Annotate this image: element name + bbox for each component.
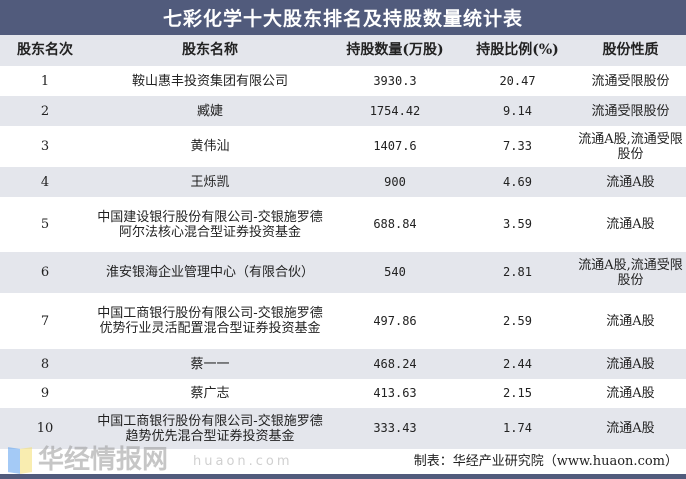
cell-ratio: 3.59 — [503, 217, 532, 231]
cell-ratio: 4.69 — [503, 174, 532, 189]
cell-rank: 10 — [36, 421, 54, 436]
cell-type: 流通A股,流通受限股份 — [578, 131, 683, 162]
table-row: 4 王烁凯 900 4.69 流通A股 — [0, 167, 686, 197]
cell-name: 蔡广志 — [190, 386, 230, 401]
header-row: 股东名次 股东名称 持股数量(万股) 持股比例(%) 股份性质 — [0, 35, 686, 66]
cell-type: 流通A股 — [606, 386, 655, 401]
cell-name: 臧婕 — [196, 103, 223, 119]
cell-rank: 1 — [40, 73, 50, 89]
cell-rank: 5 — [40, 217, 50, 232]
cell-type: 流通受限股份 — [591, 73, 670, 89]
cell-rank: 7 — [40, 313, 50, 329]
cell-shares: 468.24 — [373, 356, 417, 371]
cell-type: 流通受限股份 — [591, 103, 670, 119]
cell-type: 流通A股 — [606, 356, 655, 372]
cell-rank: 2 — [40, 103, 50, 119]
header-shares: 持股数量(万股) — [346, 42, 444, 58]
cell-shares: 333.43 — [373, 421, 417, 435]
cell-rank: 3 — [40, 139, 50, 154]
cell-type: 流通A股 — [606, 421, 655, 436]
cell-rank: 9 — [40, 386, 50, 401]
cell-type: 流通A股 — [606, 313, 655, 329]
cell-rank: 4 — [40, 174, 50, 190]
cell-ratio: 2.59 — [503, 313, 532, 328]
cell-shares: 497.86 — [373, 313, 417, 328]
table-row: 6 淮安银海企业管理中心（有限合伙） 540 2.81 流通A股,流通受限股份 — [0, 252, 686, 293]
cell-name: 王烁凯 — [190, 174, 230, 190]
cell-ratio: 2.44 — [503, 356, 532, 371]
table-row: 5 中国建设银行股份有限公司-交银施罗德阿尔法核心混合型证券投资基金 688.84 3… — [0, 197, 686, 252]
cell-rank: 8 — [40, 356, 50, 372]
cell-type: 流通A股 — [606, 174, 655, 190]
cell-name: 蔡一一 — [190, 356, 230, 372]
cell-type: 流通A股,流通受限股份 — [578, 257, 683, 288]
watermark-url: huaon.com — [193, 454, 293, 469]
table-row: 1 鞍山惠丰投资集团有限公司 3930.3 20.47 流通受限股份 — [0, 66, 686, 96]
header-name: 股东名称 — [182, 42, 238, 58]
cell-shares: 1754.42 — [369, 103, 421, 118]
cell-shares: 540 — [384, 265, 406, 279]
cell-shares: 1407.6 — [373, 139, 417, 153]
cell-ratio: 20.47 — [499, 73, 536, 88]
cell-name: 黄伟汕 — [190, 139, 230, 154]
watermark-logo: 华经情报网 huaon.com — [8, 447, 308, 474]
cell-name: 中国工商银行股份有限公司-交银施罗德优势行业灵活配置混合型证券投资基金 — [97, 306, 323, 336]
table-row: 3 黄伟汕 1407.6 7.33 流通A股,流通受限股份 — [0, 126, 686, 167]
table-row: 2 臧婕 1754.42 9.14 流通受限股份 — [0, 96, 686, 126]
cell-shares: 688.84 — [373, 217, 417, 231]
watermark-text: 华经情报网 — [38, 445, 169, 475]
cell-name: 中国工商银行股份有限公司-交银施罗德趋势优先混合型证券投资基金 — [97, 413, 323, 444]
cell-ratio: 2.81 — [503, 265, 532, 279]
header-rank: 股东名次 — [17, 42, 73, 58]
cell-name: 淮安银海企业管理中心（有限合伙） — [105, 265, 314, 280]
cell-name: 鞍山惠丰投资集团有限公司 — [131, 73, 288, 89]
cell-ratio: 1.74 — [503, 421, 532, 435]
table-row: 9 蔡广志 413.63 2.15 流通A股 — [0, 379, 686, 408]
header-ratio: 持股比例(%) — [476, 42, 559, 58]
cell-ratio: 7.33 — [503, 139, 532, 153]
cell-shares: 413.63 — [373, 386, 417, 400]
cell-type: 流通A股 — [606, 217, 655, 232]
table-row: 10 中国工商银行股份有限公司-交银施罗德趋势优先混合型证券投资基金 333.43 1… — [0, 408, 686, 449]
header-type: 股份性质 — [602, 42, 659, 58]
table-row: 8 蔡一一 468.24 2.44 流通A股 — [0, 349, 686, 379]
cell-ratio: 9.14 — [503, 103, 532, 118]
source-note: 制表：华经产业研究院（www.huaon.com） — [413, 454, 678, 469]
cell-shares: 3930.3 — [373, 73, 417, 88]
cell-ratio: 2.15 — [503, 386, 532, 400]
bottom-bar — [0, 474, 686, 479]
cell-shares: 900 — [384, 174, 406, 189]
table-row: 7 中国工商银行股份有限公司-交银施罗德优势行业灵活配置混合型证券投资基金 497.… — [0, 293, 686, 349]
cell-name: 中国建设银行股份有限公司-交银施罗德阿尔法核心混合型证券投资基金 — [97, 209, 323, 240]
cell-rank: 6 — [40, 265, 50, 280]
table-title: 七彩化学十大股东排名及持股数量统计表 — [0, 0, 686, 35]
